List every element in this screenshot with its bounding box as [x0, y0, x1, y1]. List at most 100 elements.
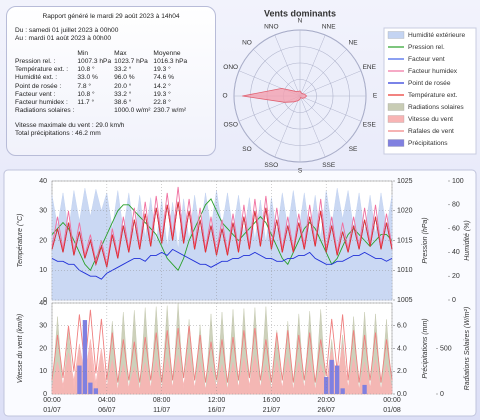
rose-direction-label: N — [298, 18, 303, 25]
legend-label: Précipitations — [408, 140, 448, 147]
plot-layer — [51, 186, 393, 301]
x-tick-label: 21/07 — [263, 407, 281, 414]
axis-title: Radiations Solaires (W/m²) — [464, 307, 471, 391]
y-tick-label: 20 — [39, 237, 47, 244]
rose-direction-label: S — [298, 168, 303, 175]
rose-direction-label: E — [373, 93, 378, 100]
stats-cell: 7.8 ° — [77, 82, 92, 90]
precipitation-bar — [329, 359, 334, 394]
y-tick-label: 0 — [43, 297, 47, 304]
rose-spoke — [299, 34, 326, 97]
series-area — [51, 339, 393, 395]
stats-cell: Facteur vent : — [15, 90, 56, 98]
x-time-label: 04:00 — [98, 397, 116, 404]
rose-spoke — [274, 34, 301, 97]
rose-spoke — [299, 49, 347, 97]
stats-cell: 33.2 ° — [114, 90, 132, 98]
x-time-label: 12:00 — [208, 397, 226, 404]
precipitation-bar — [335, 365, 340, 394]
rose-direction-label: NE — [349, 40, 359, 47]
y-tick-label: 20 — [39, 345, 47, 352]
rose-spoke — [253, 49, 301, 97]
x-tick-label: 06/07 — [98, 407, 116, 414]
stats-cell: 1023.7 hPa — [114, 57, 148, 65]
series-line — [51, 309, 393, 383]
legend-swatch — [387, 115, 405, 123]
y2-tick-label: 1025 — [397, 178, 413, 185]
rose-direction-label: NNE — [322, 23, 336, 30]
report-to: Au : mardi 01 août 2023 à 00h00 — [15, 35, 112, 43]
report-total-rain: Total précipitations : 46.2 mm — [15, 129, 101, 137]
stats-cell: 33.0 % — [77, 74, 98, 82]
axis-title: Précipitations (mm) — [422, 318, 429, 378]
rose-spoke — [299, 70, 362, 97]
precipitation-bar — [324, 376, 329, 394]
stats-table: Min Max Moyenne Pression rel. :1007.3 hPa 10… — [15, 50, 190, 116]
rose-spoke — [253, 95, 301, 143]
precipitation-bar — [77, 365, 82, 394]
x-tick-label: 16/07 — [208, 407, 226, 414]
stats-row: Température ext. : 10.8 ° 33.2 ° 19.3 ° — [15, 66, 190, 74]
rose-direction-label: O — [222, 93, 227, 100]
precipitation-bar — [93, 388, 99, 394]
stats-cell: 11.7 ° — [77, 99, 95, 107]
y2-tick-label: 2.0 — [397, 368, 407, 375]
x-tick-label: 11/07 — [153, 407, 170, 414]
series-line — [51, 248, 393, 280]
axis-title: Vitesse du vent (km/h) — [17, 314, 24, 384]
precipitation-bar — [82, 320, 88, 394]
legend-label: Rafales de vent — [408, 128, 454, 135]
rose-direction-label: ENE — [363, 64, 377, 71]
report-max-wind: Vitesse maximale du vent : 29.0 km/h — [15, 121, 125, 129]
series-line — [51, 186, 393, 265]
stats-cell: 1000.0 w/m² — [114, 107, 151, 115]
rose-shape — [242, 87, 308, 103]
rose-direction-label: OSO — [223, 121, 237, 128]
stats-cell: 10.8 ° — [77, 90, 95, 98]
y3-tick-label: 40 — [452, 249, 460, 256]
stats-cell: 19.3 ° — [153, 90, 171, 98]
y-tick-label: 10 — [39, 368, 47, 375]
y-tick-label: 30 — [39, 323, 47, 330]
stats-cell: 230.7 w/m² — [153, 107, 187, 115]
stats-cell: 33.2 ° — [114, 66, 132, 74]
rose-direction-label: SSO — [264, 162, 278, 169]
stats-cell: 10.8 ° — [77, 66, 95, 74]
x-time-label: 08:00 — [153, 397, 171, 404]
rose-title: Vents dominants — [264, 8, 336, 18]
legend-label: Vitesse du vent — [408, 116, 453, 123]
y-tick-label: 0 — [43, 391, 47, 398]
y3-tick-label: 20 — [452, 273, 460, 280]
y2-tick-label: 1015 — [397, 237, 413, 244]
stats-cell: 20.0 ° — [114, 82, 132, 90]
rose-direction-label: ONO — [223, 64, 238, 71]
rose-spoke — [299, 95, 362, 122]
x-tick-label: 01/07 — [43, 407, 61, 414]
stats-header: Min Max Moyenne — [15, 50, 190, 58]
legend-label: Point de rosée — [408, 80, 451, 87]
stats-row: Point de rosée : 7.8 ° 20.0 ° 14.2 ° — [15, 83, 190, 91]
legend-swatch — [387, 139, 405, 147]
precipitation-bar — [88, 382, 93, 394]
stats-corner — [15, 50, 77, 58]
y-tick-label: 30 — [39, 208, 47, 215]
legend-label: Facteur vent — [408, 56, 445, 63]
x-tick-label: 01/08 — [383, 407, 401, 414]
stats-row: Radiations solaires : 1000.0 w/m² 230.7 w/… — [15, 107, 190, 115]
stats-cell: 19.3 ° — [153, 66, 171, 74]
y2-tick-label: 6.0 — [397, 323, 407, 330]
x-time-label: 00:00 — [43, 397, 61, 404]
legend-box — [383, 27, 477, 155]
legend-label: Température ext. — [408, 92, 458, 99]
rose-direction-label: SSE — [322, 162, 336, 169]
stats-cell: Point de rosée : — [15, 82, 62, 90]
precipitation-bar — [340, 388, 345, 394]
report: Rapport généré le mardi 29 août 2023 à 1… — [6, 6, 216, 156]
y3-tick-label: 60 — [452, 225, 460, 232]
precipitation-bar — [362, 384, 367, 394]
stats-column-header: Min — [77, 49, 88, 57]
stats-column-header: Moyenne — [153, 49, 181, 57]
report-from: Du : samedi 01 juillet 2023 à 00h00 — [15, 27, 119, 35]
stats-cell: Humidité ext. : — [15, 74, 58, 82]
